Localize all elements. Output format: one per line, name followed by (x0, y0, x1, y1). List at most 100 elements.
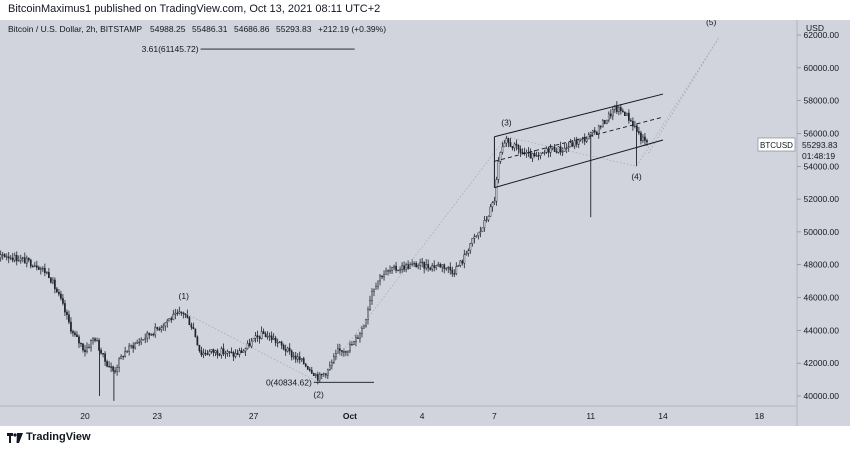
candle-body (479, 231, 482, 234)
candle-body (626, 112, 628, 116)
candle-body (274, 337, 277, 343)
candle-body (483, 220, 486, 229)
candle-body (210, 349, 213, 352)
candle-body (561, 151, 564, 153)
price-tick-label: 42000.00 (804, 358, 840, 368)
candle-body (557, 146, 560, 153)
candle-body (457, 265, 460, 268)
symbol-tag: BTCUSD (760, 141, 793, 150)
time-tick-label: 18 (755, 411, 765, 421)
candle-body (200, 350, 203, 356)
candle-body (314, 374, 317, 377)
candle-body (21, 257, 24, 259)
candle-body (242, 350, 245, 353)
price-tick-label: 54000.00 (804, 161, 840, 171)
candle-body (475, 235, 478, 237)
candle-body (401, 265, 403, 270)
candle-body (306, 366, 309, 370)
candle-body (160, 327, 163, 331)
candle-body (272, 337, 275, 340)
candle-body (27, 257, 30, 261)
candle-body (132, 345, 135, 349)
candle-body (252, 337, 255, 342)
candle-body (260, 331, 263, 339)
candle-body (575, 140, 578, 145)
candle-body (216, 350, 219, 356)
candle-body (156, 326, 159, 330)
price-tick-label: 52000.00 (804, 194, 840, 204)
candles-layer (0, 101, 648, 401)
candle-body (549, 147, 552, 153)
candle-body (152, 333, 155, 336)
candle-body (437, 264, 440, 267)
candle-body (256, 335, 259, 338)
candle-body (118, 358, 120, 368)
candle-body (268, 335, 271, 337)
candle-body (162, 325, 165, 328)
candle-body (254, 335, 257, 339)
candle-body (90, 340, 92, 348)
candle-body (178, 311, 181, 314)
candle-body (547, 148, 550, 153)
candle-body (525, 151, 528, 154)
candle-body (535, 155, 538, 157)
candle-body (487, 216, 490, 221)
candle-body (278, 341, 281, 344)
candle-body (469, 243, 472, 251)
candle-body (42, 267, 44, 270)
candle-body (276, 342, 279, 344)
candle-body (250, 340, 253, 347)
candle-body (134, 343, 137, 349)
candle-body (441, 264, 444, 268)
candle-body (86, 347, 88, 352)
candle-body (595, 131, 598, 134)
candle-body (94, 338, 96, 341)
candle-body (497, 161, 500, 180)
price-tick-label: 62000.00 (804, 30, 840, 40)
candle-body (593, 130, 596, 133)
time-tick-label: 7 (492, 411, 497, 421)
candle-body (533, 153, 536, 157)
candle-body (545, 148, 548, 153)
candle-body (144, 337, 147, 340)
candle-body (481, 227, 484, 232)
candle-body (66, 311, 68, 315)
candle-body (138, 341, 141, 344)
candle-body (383, 274, 385, 278)
candle-body (300, 358, 303, 361)
candle-body (106, 361, 108, 367)
candle-body (126, 351, 128, 353)
candle-body (130, 345, 133, 347)
candle-body (355, 337, 357, 342)
candle-body (150, 333, 153, 336)
candle-body (88, 346, 90, 349)
candle-body (9, 257, 12, 259)
candle-body (3, 254, 6, 258)
candle-body (529, 151, 532, 159)
channel-middle-line (494, 116, 664, 162)
legend-symbol: Bitcoin / U.S. Dollar, 2h, BITSTAMP (8, 24, 142, 34)
candle-body (31, 265, 34, 268)
time-axis: 20 23 27 Oct 4 7 11 14 18 (80, 411, 764, 421)
candle-body (270, 335, 273, 340)
candle-body (286, 347, 289, 352)
candle-body (439, 264, 442, 268)
candle-body (112, 366, 114, 371)
candle-body (521, 152, 524, 154)
candle-body (17, 260, 20, 262)
candle-body (591, 130, 594, 133)
candle-body (569, 142, 572, 148)
candle-body (597, 125, 600, 134)
candle-body (48, 272, 50, 279)
candle-body (603, 120, 606, 124)
candle-body (423, 261, 426, 269)
candle-body (222, 348, 225, 354)
candle-body (587, 134, 590, 140)
chart-background (0, 20, 850, 426)
candle-body (601, 120, 604, 128)
candle-body (517, 144, 520, 150)
candle-body (7, 256, 10, 259)
candle-body (511, 146, 514, 149)
candle-body (52, 279, 54, 283)
price-chart[interactable]: 3.61(61145.72) 0(40834.62) (1) (2) (3) (4) (5)… (0, 20, 850, 426)
